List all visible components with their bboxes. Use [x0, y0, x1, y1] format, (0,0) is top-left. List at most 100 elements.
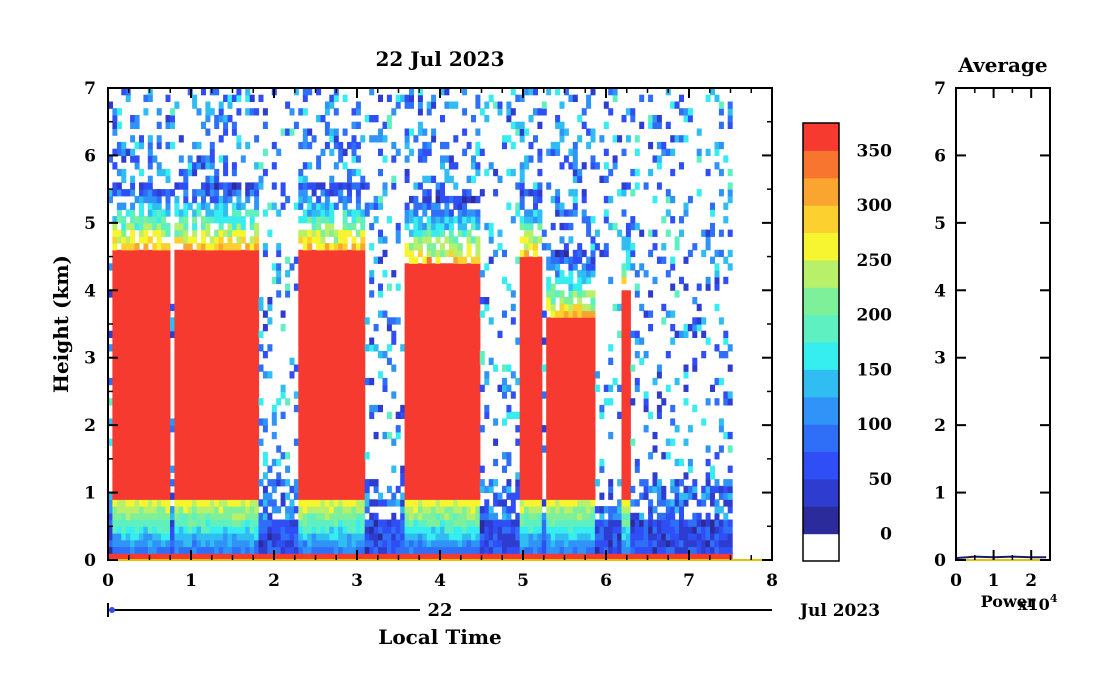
heatmap-cell	[209, 472, 215, 480]
heatmap-cell	[537, 452, 543, 460]
heatmap-cell	[311, 202, 317, 210]
heatmap-cell	[316, 398, 322, 406]
heatmap-cell	[550, 431, 556, 440]
heatmap-cell	[201, 270, 206, 278]
heatmap-cell	[422, 195, 428, 204]
heatmap-cell	[524, 425, 530, 433]
heatmap-cell	[320, 283, 326, 291]
heatmap-cell	[130, 317, 136, 325]
heatmap-cell	[409, 94, 414, 102]
heatmap-cell	[417, 182, 423, 190]
heatmap-cell	[559, 512, 565, 521]
heatmap-cell	[152, 431, 158, 440]
heatmap-cell	[524, 290, 530, 298]
heatmap-cell	[178, 256, 184, 264]
heatmap-cell	[550, 384, 556, 392]
heatmap-cell	[134, 512, 140, 521]
heatmap-cell	[161, 229, 167, 237]
heatmap-cell	[143, 458, 149, 467]
heatmap-cell	[559, 344, 565, 352]
heatmap-cell	[351, 236, 357, 244]
heatmap-cell	[201, 425, 206, 433]
heatmap-cell	[453, 485, 459, 494]
heatmap-cell	[147, 364, 153, 372]
heatmap-cell	[320, 438, 326, 446]
heatmap-cell	[347, 539, 352, 548]
heatmap-cell	[435, 512, 441, 521]
heatmap-cell	[183, 202, 189, 210]
heatmap-cell	[223, 425, 229, 433]
heatmap-cell	[307, 310, 313, 318]
heatmap-cell	[108, 155, 113, 163]
heatmap-cell	[125, 418, 131, 426]
heatmap-cell	[139, 263, 144, 271]
heatmap-cell	[524, 492, 530, 500]
heatmap-cell	[479, 533, 485, 541]
heatmap-cell	[391, 492, 397, 500]
heatmap-cell	[395, 317, 401, 325]
heatmap-cell	[440, 324, 445, 332]
heatmap-cell	[316, 182, 322, 190]
heatmap-cell	[404, 485, 410, 494]
heatmap-cell	[214, 303, 220, 312]
heatmap-cell	[223, 458, 229, 467]
heatmap-cell	[524, 553, 530, 560]
heatmap-cell	[457, 270, 463, 278]
heatmap-cell	[214, 195, 220, 204]
heatmap-cell	[316, 236, 322, 244]
heatmap-cell	[205, 324, 211, 332]
heatmap-cell	[316, 391, 322, 399]
heatmap-cell	[298, 418, 304, 426]
heatmap-cell	[417, 512, 423, 521]
heatmap-cell	[196, 330, 202, 338]
heatmap-cell	[231, 452, 237, 460]
heatmap-cell	[546, 384, 552, 392]
heatmap-cell	[577, 283, 583, 291]
heatmap-cell	[444, 209, 450, 217]
heatmap-cell	[426, 189, 432, 197]
heatmap-cell	[205, 485, 211, 494]
heatmap-cell	[568, 364, 574, 372]
heatmap-cell	[568, 404, 574, 413]
heatmap-cell	[108, 506, 113, 514]
heatmap-cell	[134, 270, 140, 278]
heatmap-cell	[342, 452, 348, 460]
heatmap-cell	[333, 411, 339, 419]
heatmap-cell	[178, 249, 184, 258]
heatmap-cell	[426, 344, 432, 352]
heatmap-cell	[108, 263, 113, 271]
heatmap-cell	[466, 465, 472, 473]
heatmap-cell	[130, 492, 136, 500]
heatmap-cell	[165, 324, 171, 332]
heatmap-cell	[116, 324, 122, 332]
heatmap-cell	[143, 303, 149, 312]
heatmap-cell	[254, 364, 260, 372]
heatmap-cell	[254, 357, 260, 365]
heatmap-cell	[240, 472, 246, 480]
heatmap-cell	[240, 216, 246, 224]
heatmap-cell	[183, 452, 189, 460]
heatmap-cell	[444, 404, 450, 413]
heatmap-cell	[373, 533, 379, 541]
heatmap-cell	[457, 539, 463, 548]
heatmap-cell	[320, 290, 326, 298]
heatmap-cell	[152, 391, 158, 399]
heatmap-cell	[231, 229, 237, 237]
heatmap-cell	[572, 377, 578, 386]
heatmap-cell	[462, 398, 468, 406]
heatmap-cell	[431, 317, 437, 325]
heatmap-cell	[448, 533, 454, 541]
heatmap-cell	[563, 438, 569, 446]
heatmap-cell	[537, 148, 543, 156]
heatmap-cell	[280, 519, 286, 527]
heatmap-cell	[537, 310, 543, 318]
heatmap-cell	[533, 526, 538, 534]
heatmap-cell	[152, 404, 158, 413]
heatmap-cell	[479, 357, 485, 365]
heatmap-cell	[249, 533, 255, 541]
heatmap-cell	[502, 533, 507, 541]
heatmap-cell	[550, 324, 556, 332]
heatmap-cell	[139, 479, 144, 487]
heatmap-cell	[519, 533, 525, 541]
heatmap-cell	[333, 351, 339, 359]
